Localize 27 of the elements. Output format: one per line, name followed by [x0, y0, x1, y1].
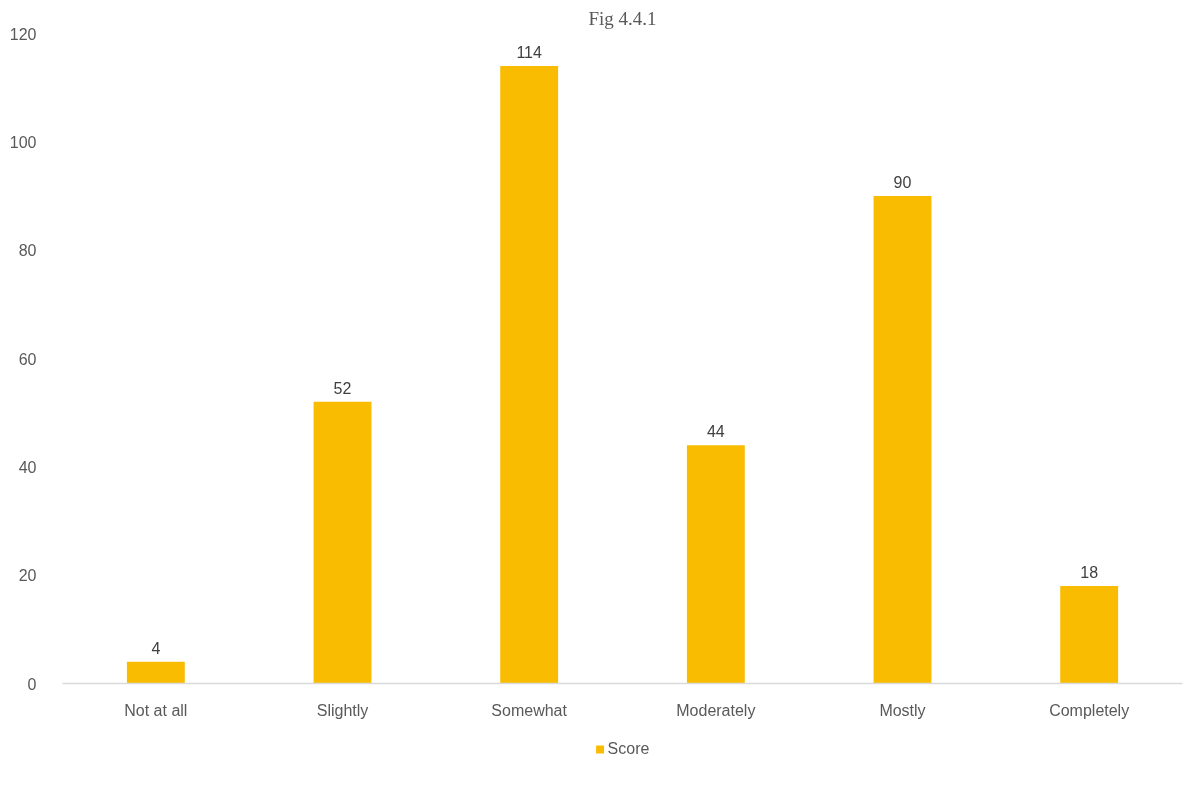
x-tick-label: Mostly: [879, 701, 926, 719]
data-label: 18: [1080, 564, 1099, 581]
x-tick-label: Moderately: [676, 701, 756, 719]
bar: [1060, 586, 1119, 684]
bar: [126, 661, 185, 684]
y-tick-label: 80: [18, 242, 37, 260]
bar: [313, 401, 372, 684]
y-tick-label: 40: [18, 458, 37, 476]
bar: [686, 445, 745, 684]
data-label: 114: [516, 44, 543, 61]
data-label: 52: [333, 379, 352, 397]
y-tick-label: 120: [9, 25, 37, 43]
x-tick-label: Not at all: [124, 701, 188, 719]
x-tick-label: Somewhat: [491, 701, 568, 719]
data-label: 90: [893, 174, 912, 191]
data-label: 4: [151, 639, 161, 657]
bar: [873, 196, 932, 684]
data-label: 44: [706, 423, 725, 441]
chart-title: Fig 4.4.1: [588, 7, 657, 29]
y-tick-label: 100: [9, 133, 37, 151]
x-tick-label: Completely: [1049, 701, 1130, 719]
y-tick-label: 60: [18, 350, 37, 368]
bar: [500, 66, 559, 684]
y-tick-label: 0: [27, 675, 37, 693]
legend-label: Score: [607, 740, 650, 758]
y-tick-label: 20: [18, 567, 37, 585]
x-tick-label: Slightly: [316, 701, 369, 719]
